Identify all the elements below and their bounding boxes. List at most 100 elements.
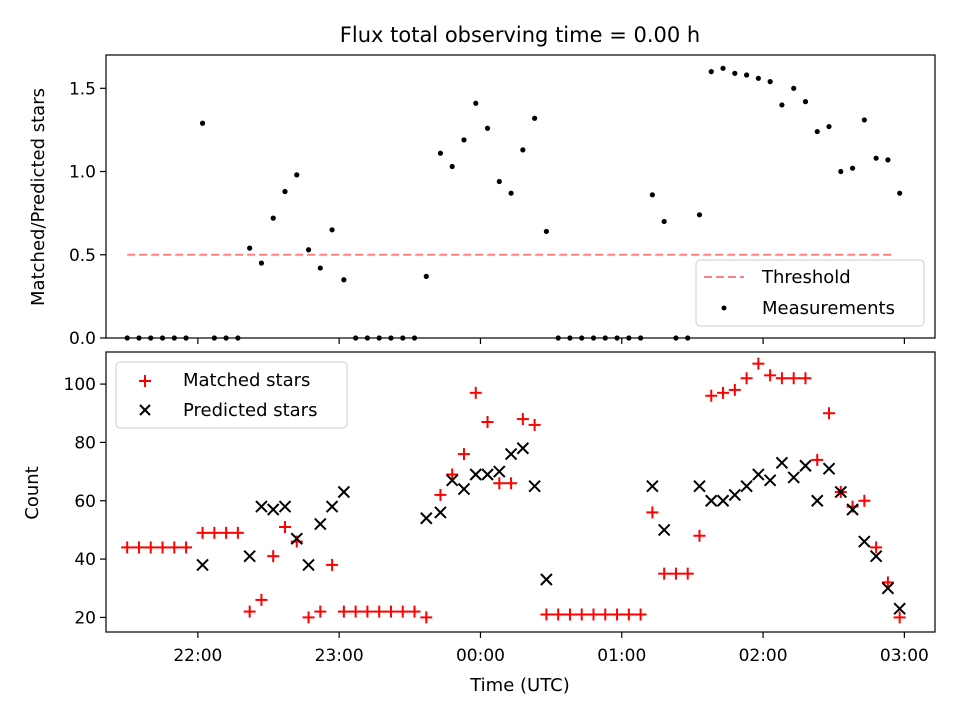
ratio-legend-measurements-label: Measurements <box>762 298 895 319</box>
count-y-tick-label: 100 <box>64 375 96 395</box>
measurement-point <box>838 168 844 175</box>
predicted-star-point <box>267 503 280 516</box>
ratio-y-tick-label: 0.5 <box>69 246 96 266</box>
measurement-point <box>437 150 444 156</box>
matched-star-point <box>420 611 433 624</box>
matched-star-point <box>505 477 518 490</box>
x-axis-label: Time (UTC) <box>469 675 570 696</box>
matched-star-point <box>587 608 600 621</box>
matched-star-point <box>349 605 362 618</box>
matched-star-point <box>775 372 788 385</box>
matched-star-point <box>881 576 894 589</box>
count-x-tick-label: 02:00 <box>739 646 788 666</box>
matched-star-point <box>156 541 169 554</box>
predicted-star-point <box>657 523 671 537</box>
measurement-point <box>520 147 526 153</box>
measurement-point <box>388 335 394 341</box>
predicted-star-point <box>420 512 433 525</box>
count-x-tick-label: 23:00 <box>315 646 364 666</box>
measurement-point <box>183 335 189 341</box>
measurement-point <box>317 265 323 271</box>
matched-star-point <box>180 541 193 554</box>
matched-star-point <box>540 608 553 621</box>
measurement-point <box>555 335 561 341</box>
measurement-point <box>673 335 679 341</box>
predicted-star-point <box>457 482 471 496</box>
measurement-point <box>496 178 502 185</box>
measurement-point <box>791 85 797 91</box>
predicted-star-point <box>434 506 447 519</box>
matched-star-point <box>408 605 421 618</box>
predicted-star-point <box>881 582 895 595</box>
predicted-star-point <box>646 479 659 493</box>
measurement-point <box>136 335 142 341</box>
measurement-point <box>364 335 371 341</box>
predicted-star-point <box>516 442 530 455</box>
matched-star-point <box>302 611 315 624</box>
measurement-point <box>124 335 130 341</box>
measurement-point <box>148 335 154 341</box>
matched-star-point <box>634 608 647 621</box>
ratio-legend-measurements-swatch <box>721 305 727 311</box>
measurement-point <box>258 260 265 266</box>
count-y-tick-label: 60 <box>74 492 96 512</box>
ratio-legend-threshold-label: Threshold <box>761 267 851 288</box>
measurement-point <box>755 75 761 81</box>
measurement-point <box>235 335 241 341</box>
count-y-axis-label: Count <box>22 466 43 519</box>
count-y-tick-label: 20 <box>74 608 96 628</box>
predicted-star-point <box>705 494 718 507</box>
count-y-ticks: 20 40 60 80 100 <box>64 375 106 628</box>
matched-star-point <box>469 386 482 399</box>
matched-star-point <box>267 550 280 563</box>
chart-title: Flux total observing time = 0.00 h <box>340 23 700 47</box>
measurement-point <box>579 335 585 341</box>
measurement-point <box>638 335 644 341</box>
count-x-ticks: 22:00 23:00 00:00 01:00 02:00 03:00 <box>173 632 929 666</box>
matched-star-point <box>823 407 836 420</box>
matched-star-point <box>858 494 871 507</box>
matched-star-point <box>669 567 682 580</box>
measurement-point <box>223 335 229 341</box>
matched-star-point <box>740 372 753 385</box>
measurement-point <box>779 102 785 108</box>
measurement-point <box>270 215 276 221</box>
matched-star-point <box>384 605 397 618</box>
predicted-star-point <box>858 535 871 548</box>
measurement-point <box>814 128 820 135</box>
measurement-point <box>649 192 655 198</box>
measurement-point <box>626 335 632 341</box>
matched-star-point <box>764 369 777 382</box>
matched-star-point <box>516 413 529 426</box>
predicted-star-point <box>337 485 351 499</box>
predicted-star-point <box>504 447 518 461</box>
measurement-point <box>567 335 573 341</box>
matched-star-point <box>457 448 470 461</box>
measurement-point <box>449 163 455 170</box>
count-marks <box>121 357 906 624</box>
measurement-point <box>885 157 891 163</box>
count-y-tick-label: 40 <box>74 550 96 570</box>
predicted-star-point <box>811 494 824 507</box>
predicted-star-point <box>716 494 730 507</box>
predicted-star-point <box>775 456 789 470</box>
predicted-star-point <box>869 549 883 563</box>
matched-star-point <box>528 418 541 431</box>
measurement-point <box>400 335 406 341</box>
measurement-point <box>199 120 206 126</box>
count-y-tick-label: 80 <box>74 433 96 453</box>
measurement-point <box>720 65 726 71</box>
ratio-y-tick-label: 1.5 <box>69 79 96 99</box>
count-legend-matched-swatch <box>139 375 151 387</box>
measurement-point <box>171 335 177 341</box>
matched-star-point <box>599 608 612 621</box>
predicted-star-point <box>752 468 765 481</box>
matched-star-point <box>693 529 706 542</box>
measurement-point <box>743 72 750 78</box>
predicted-star-point <box>740 479 753 493</box>
matched-star-point <box>220 526 233 539</box>
matched-star-point <box>787 372 800 385</box>
measurement-point <box>353 335 359 341</box>
ratio-y-tick-label: 1.0 <box>69 163 96 183</box>
